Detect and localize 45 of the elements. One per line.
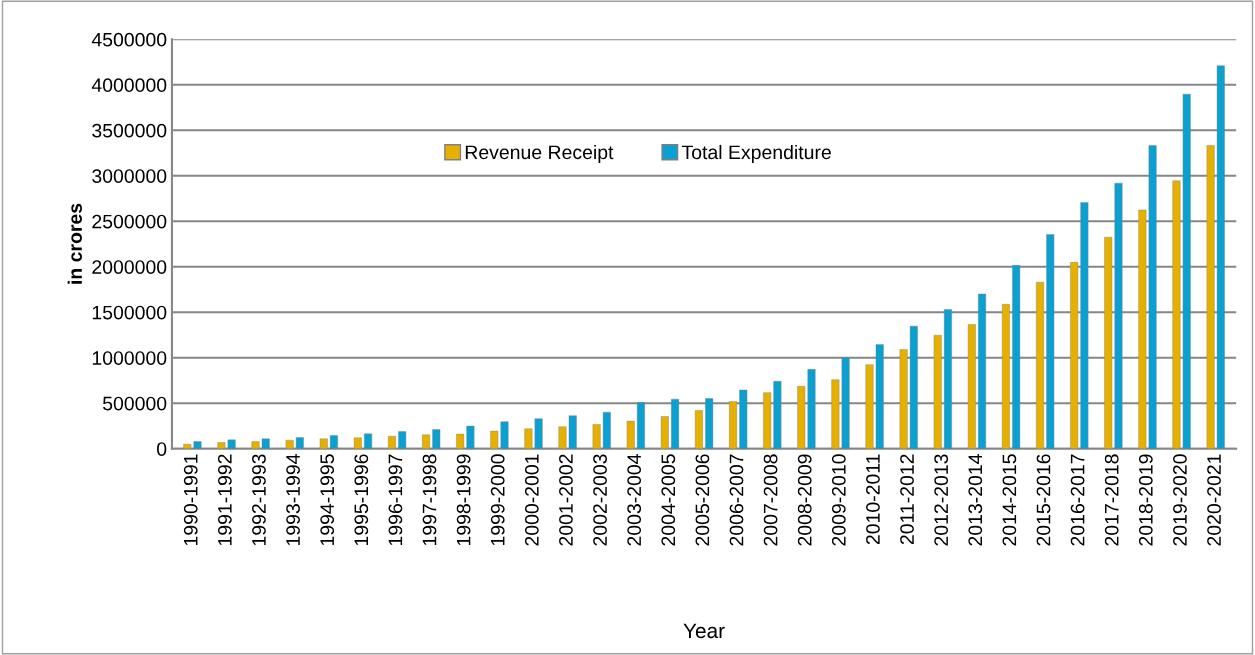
y-tick-label: 4000000 (91, 78, 167, 93)
x-axis-title: Year (683, 623, 725, 639)
y-tick-label: 500000 (102, 396, 167, 411)
y-tick-label: 2500000 (92, 214, 167, 229)
x-tick-label: 2013-2014 (968, 454, 983, 546)
x-tick-label: 1998-1999 (456, 454, 471, 546)
x-tick-label: 2012-2013 (934, 454, 949, 546)
y-tick-label: 4500000 (91, 32, 167, 47)
x-tick-label: 2014-2015 (1002, 454, 1017, 546)
y-tick-label: 3000000 (92, 169, 167, 183)
x-tick-label: 2019-2020 (1173, 454, 1187, 546)
x-tick-label: 1990-1991 (183, 454, 198, 546)
x-tick-label: 2020-2021 (1207, 454, 1221, 546)
legend-label: Revenue Receipt (465, 144, 614, 164)
x-tick-label: 2002-2003 (593, 454, 607, 546)
x-tick-label: 2005-2006 (695, 454, 710, 546)
x-tick-label: 2017-2018 (1104, 454, 1119, 546)
x-tick-label: 1991-1992 (217, 454, 232, 546)
x-tick-label: 2003-2004 (627, 454, 642, 546)
x-tick-label: 2010-2011 (866, 454, 880, 545)
x-tick-label: 2000-2001 (524, 454, 539, 546)
x-tick-label: 1996-1997 (388, 454, 403, 546)
x-tick-label: 2004-2005 (661, 454, 676, 546)
x-tick-label: 2018-2019 (1138, 454, 1153, 546)
x-tick-label: 2009-2010 (831, 454, 846, 546)
x-tick-label: 2008-2009 (797, 454, 812, 546)
y-axis-title: in crores (67, 203, 82, 284)
y-tick-label: 0 (157, 442, 167, 456)
x-tick-label: 2006-2007 (729, 454, 744, 546)
legend-label: Total Expenditure (681, 144, 831, 164)
x-tick-label: 2011-2012 (900, 454, 914, 545)
x-tick-label: 1994-1995 (320, 454, 335, 546)
x-tick-label: 1992-1993 (252, 454, 266, 546)
x-tick-label: 1993-1994 (286, 454, 300, 546)
x-tick-label: 2007-2008 (763, 454, 778, 546)
x-tick-label: 1999-2000 (490, 454, 505, 546)
x-tick-label: 2001-2002 (559, 454, 573, 546)
x-tick-label: 2015-2016 (1036, 454, 1051, 546)
y-tick-label: 2000000 (92, 260, 167, 274)
y-tick-label: 3500000 (92, 123, 167, 138)
x-tick-label: 1995-1996 (354, 454, 369, 546)
x-tick-label: 2016-2017 (1070, 454, 1085, 546)
y-tick-label: 1000000 (92, 351, 167, 365)
x-tick-label: 1997-1998 (422, 454, 437, 546)
y-tick-label: 1500000 (92, 305, 167, 320)
